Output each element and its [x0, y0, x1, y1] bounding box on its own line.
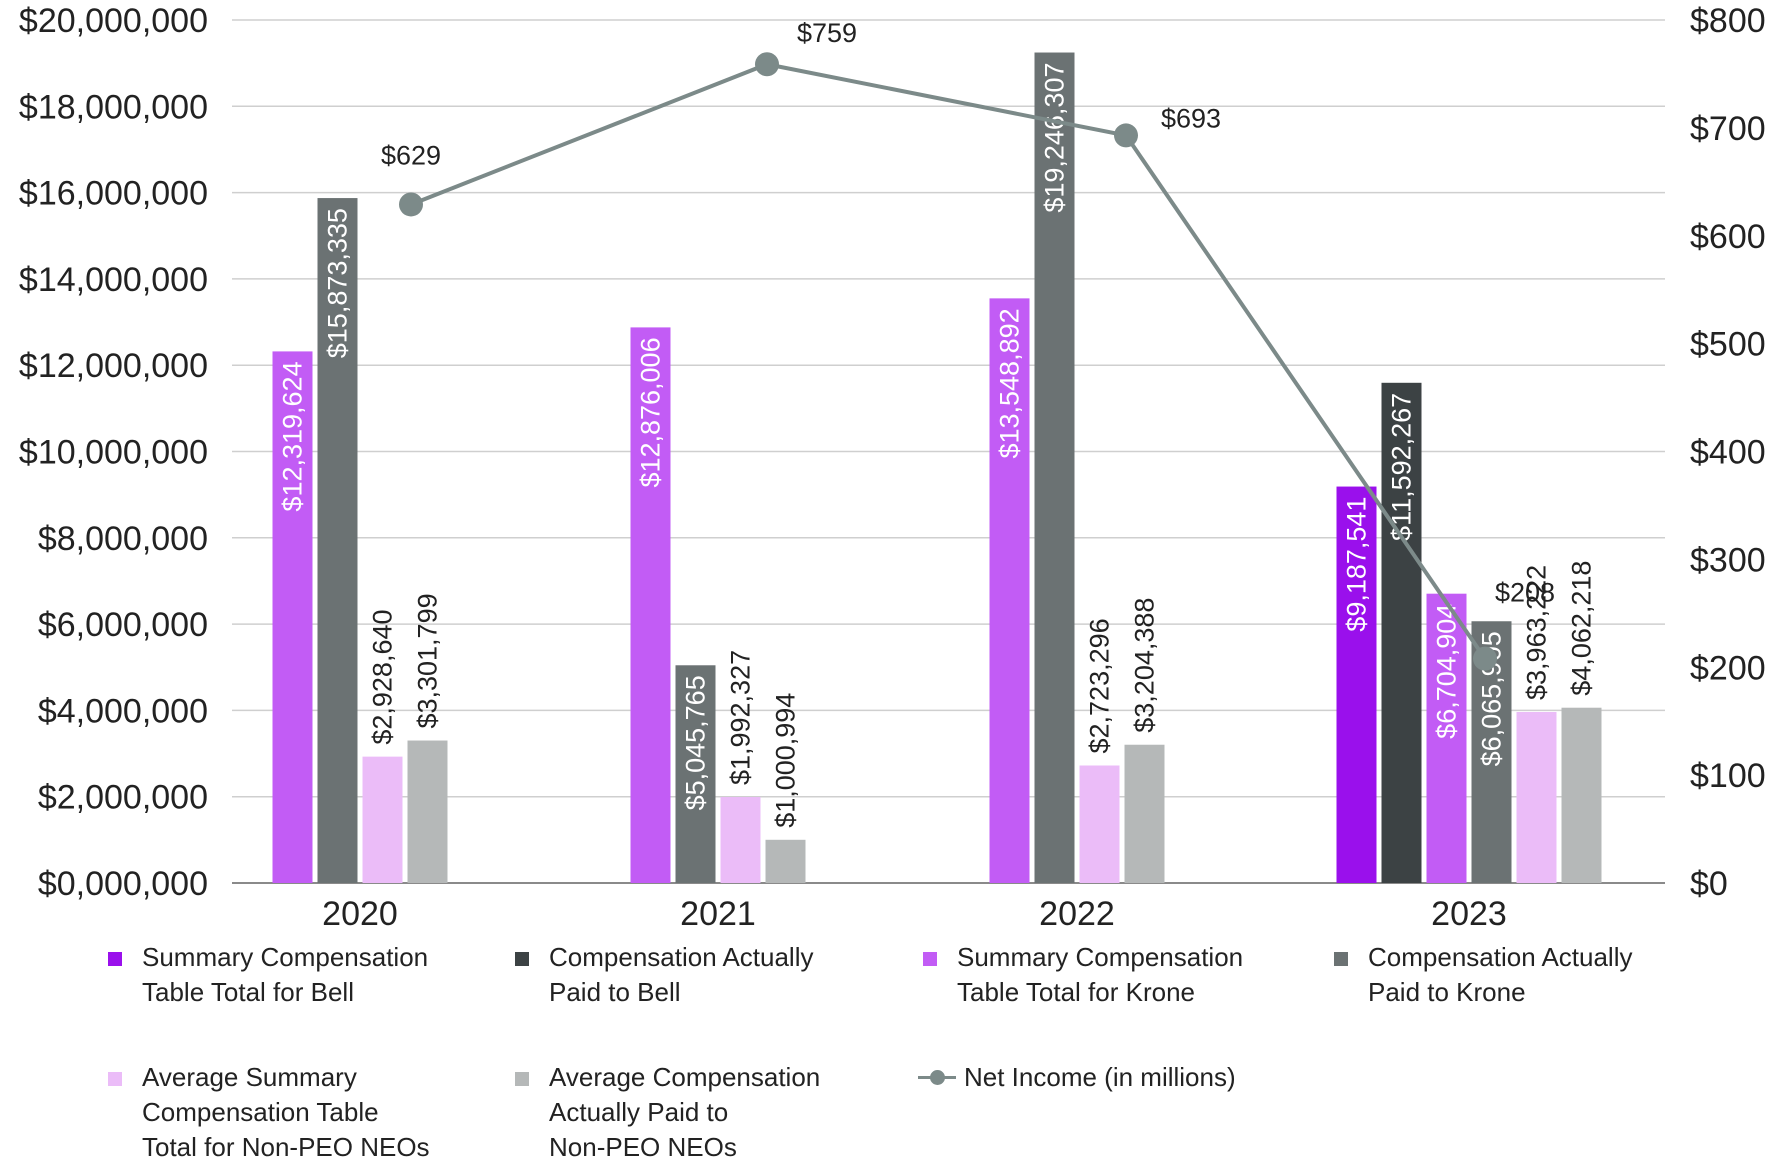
bar-value-label: $12,319,624: [278, 361, 308, 511]
bar-value-label: $13,548,892: [995, 308, 1025, 458]
legend-label: Average Summary Compensation Table Total…: [142, 1062, 430, 1162]
y-left-tick-label: $12,000,000: [19, 347, 208, 385]
y-left-tick-label: $8,000,000: [38, 520, 208, 558]
legend-label: Compensation Actually Paid to Bell: [549, 942, 814, 1007]
y-left-tick-label: $18,000,000: [19, 88, 208, 126]
bar-value-label: $2,928,640: [368, 609, 398, 744]
y-left-tick-label: $10,000,000: [19, 434, 208, 472]
net-income-line: $629 $759 $693 $208: [381, 18, 1555, 671]
legend-item-bell-sct: Summary Compensation Table Total for Bel…: [108, 940, 428, 1010]
bar-value-label: $6,704,904: [1432, 604, 1462, 739]
legend-swatch: [515, 1072, 529, 1086]
bar-value-label: $3,204,388: [1130, 598, 1160, 733]
y-right-tick-label: $200: [1690, 649, 1766, 687]
net-income-label: $759: [797, 18, 857, 48]
bar: [272, 351, 313, 884]
legend-label: Summary Compensation Table Total for Kro…: [957, 942, 1244, 1007]
y-right-tick-label: $400: [1690, 434, 1766, 472]
bar: [720, 797, 761, 883]
bar-value-label: $15,873,335: [323, 208, 353, 358]
legend-item-krone-cap: Compensation Actually Paid to Krone: [1334, 940, 1632, 1010]
bar: [362, 756, 403, 883]
legend-swatch: [108, 952, 122, 966]
legend-swatch: [515, 952, 529, 966]
legend-swatch: [923, 952, 937, 966]
x-category-label: 2022: [1039, 895, 1115, 933]
left-axis-tick-labels: $0,000,000 $2,000,000 $4,000,000 $6,000,000…: [19, 2, 208, 903]
legend-swatch: [108, 1072, 122, 1086]
bar-value-label: $1,992,327: [726, 650, 756, 785]
y-right-tick-label: $700: [1690, 110, 1766, 148]
legend-label: Compensation Actually Paid to Krone: [1368, 942, 1633, 1007]
bar-value-label: $19,246,307: [1040, 63, 1070, 213]
y-right-tick-label: $100: [1690, 757, 1766, 795]
net-income-point: [755, 52, 779, 77]
y-left-tick-label: $4,000,000: [38, 692, 208, 730]
bar-value-label: $11,592,267: [1387, 393, 1417, 541]
bar: [1516, 711, 1557, 883]
bar-value-label: $9,187,541: [1342, 497, 1372, 632]
y-right-tick-label: $500: [1690, 326, 1766, 364]
bar: [1079, 765, 1120, 883]
x-category-label: 2021: [680, 895, 756, 933]
bar: [1426, 593, 1467, 883]
legend-item-neo-sct: Average Summary Compensation Table Total…: [108, 1060, 430, 1165]
y-left-tick-label: $0,000,000: [38, 865, 208, 903]
legend-label: Net Income (in millions): [964, 1062, 1236, 1092]
bar: [407, 740, 448, 883]
bar-value-label: $3,963,222: [1522, 565, 1552, 700]
bar-value-label: $5,045,765: [681, 675, 711, 810]
y-right-tick-label: $800: [1690, 2, 1766, 40]
bar: [989, 298, 1030, 883]
net-income-label: $693: [1161, 103, 1221, 133]
y-right-tick-label: $300: [1690, 541, 1766, 579]
net-income-point: [1473, 646, 1497, 671]
y-left-tick-label: $2,000,000: [38, 779, 208, 817]
bar: [317, 198, 358, 883]
legend-item-neo-cap: Average Compensation Actually Paid to No…: [515, 1060, 820, 1165]
gridlines: [232, 19, 1665, 884]
bar-value-label: $4,062,218: [1567, 561, 1597, 696]
legend-item-bell-cap: Compensation Actually Paid to Bell: [515, 940, 813, 1010]
net-income-label: $629: [381, 140, 441, 170]
bar: [675, 665, 716, 883]
legend-label: Average Compensation Actually Paid to No…: [549, 1062, 821, 1162]
legend-item-krone-sct: Summary Compensation Table Total for Kro…: [923, 940, 1243, 1010]
net-income-point: [1114, 123, 1138, 148]
bar: [1336, 486, 1377, 883]
bar-value-label: $2,723,296: [1085, 618, 1115, 753]
y-left-tick-label: $20,000,000: [19, 2, 208, 40]
y-right-tick-label: $0: [1690, 865, 1728, 903]
y-right-tick-label: $600: [1690, 218, 1766, 256]
bar-series: $12,319,624 $15,873,335 $2,928,640 $3,301,7…: [272, 52, 1602, 884]
bar-value-label: $12,876,006: [636, 337, 666, 487]
bar: [1034, 52, 1075, 884]
y-left-tick-label: $6,000,000: [38, 606, 208, 644]
bar: [1561, 707, 1602, 883]
bar: [630, 327, 671, 883]
right-axis-tick-labels: $0 $100 $200 $300 $400 $500 $600 $700 $800: [1690, 2, 1766, 903]
x-category-label: 2023: [1431, 895, 1507, 933]
net-income-label: $208: [1495, 578, 1555, 608]
bar-value-label: $1,000,994: [771, 693, 801, 828]
legend-swatch: [1334, 952, 1348, 966]
x-axis-category-labels: 2020 2021 2022 2023: [322, 895, 1507, 933]
bar-value-label: $3,301,799: [413, 593, 443, 728]
y-left-tick-label: $14,000,000: [19, 261, 208, 299]
y-left-tick-label: $16,000,000: [19, 175, 208, 213]
net-income-line-path: [410, 62, 1487, 660]
bar: [1381, 382, 1422, 883]
bar: [1124, 744, 1165, 883]
legend-line-marker: [918, 1060, 956, 1095]
legend-label: Summary Compensation Table Total for Bel…: [142, 942, 429, 1007]
legend-item-net-income: Net Income (in millions): [918, 1060, 1236, 1095]
bar: [765, 839, 806, 883]
x-category-label: 2020: [322, 895, 398, 933]
net-income-point: [399, 192, 423, 217]
